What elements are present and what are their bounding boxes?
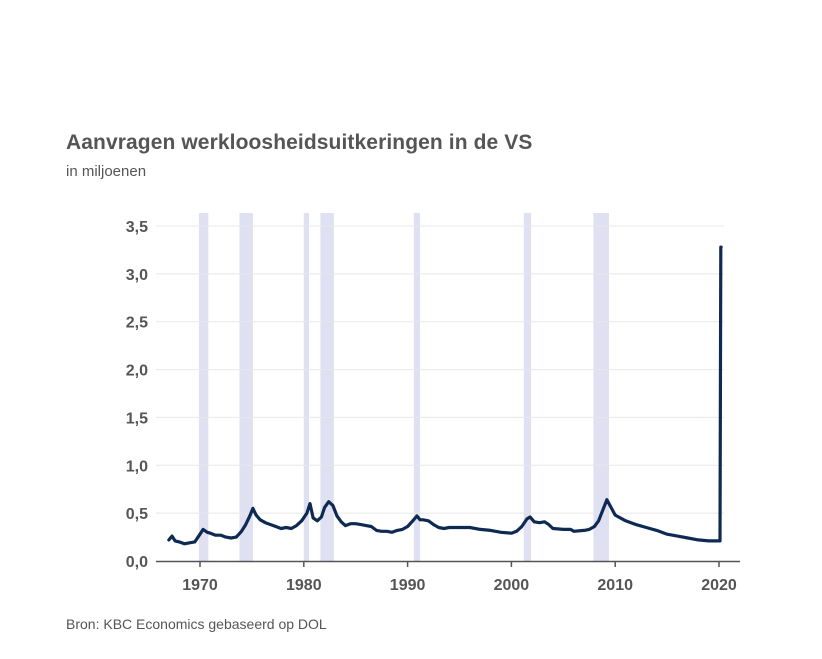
series-line <box>167 245 723 546</box>
axes: 0,0 0,5 1,0 1,5 2,0 2,5 3,0 3,5 1970 1980 1990 2000… <box>126 219 740 594</box>
recession-band <box>198 213 209 561</box>
chart-subtitle: in miljoenen <box>66 163 147 180</box>
chart-title: Aanvragen werkloosheidsuitkeringen in de… <box>66 131 533 154</box>
x-tick-label: 2020 <box>701 577 737 594</box>
y-tick-label: 0,5 <box>126 506 148 523</box>
y-tick-label: 1,0 <box>126 458 148 475</box>
recession-band <box>303 213 309 561</box>
recession-band <box>239 213 253 561</box>
x-tick-label: 1990 <box>390 577 426 594</box>
x-tick-label: 2000 <box>494 577 530 594</box>
chart-source: Bron: KBC Economics gebaseerd op DOL <box>66 616 327 632</box>
recession-band <box>413 213 421 561</box>
recession-band <box>593 213 609 561</box>
y-tick-label: 3,5 <box>126 219 148 236</box>
recession-band <box>320 213 334 561</box>
recession-band <box>523 213 532 561</box>
y-tick-label: 1,5 <box>126 410 148 427</box>
x-tick-label: 1970 <box>182 577 218 594</box>
x-tick-label: 2010 <box>597 577 633 594</box>
x-tick-label: 1980 <box>286 577 322 594</box>
grid-lines <box>156 225 724 514</box>
series-layer <box>167 245 723 546</box>
y-tick-label: 3,0 <box>126 267 148 284</box>
y-tick-label: 2,5 <box>126 315 148 332</box>
y-tick-label: 2,0 <box>126 363 148 380</box>
y-tick-label: 0,0 <box>126 554 148 571</box>
recession-bands <box>198 213 609 561</box>
